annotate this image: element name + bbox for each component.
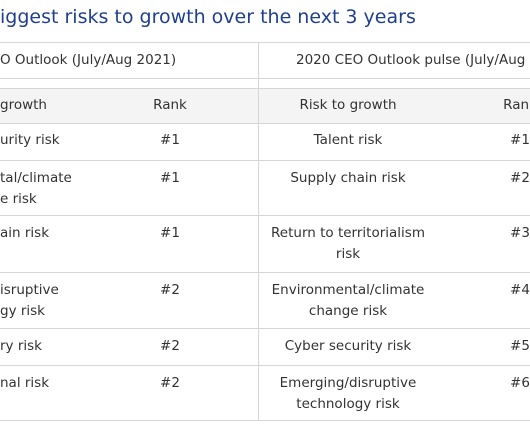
cell: Talent risk [313, 132, 383, 148]
cell: #2 [160, 338, 180, 354]
row-rule [0, 365, 530, 366]
rule [0, 42, 530, 43]
cell: #2 [510, 170, 530, 186]
title: iggest risks to growth over the next 3 y… [0, 6, 416, 28]
group-header: O Outlook (July/Aug 2021) [0, 52, 177, 68]
cell: Supply chain risk [290, 170, 406, 186]
rule [0, 78, 530, 79]
cell: #5 [510, 338, 530, 354]
cell: #6 [510, 375, 530, 391]
column-header: Rank [503, 97, 530, 113]
divider [258, 42, 259, 420]
cell: #4 [510, 282, 530, 298]
cell: #1 [160, 170, 180, 186]
cell: #2 [160, 375, 180, 391]
column-header: Rank [153, 97, 187, 113]
cell: Cyber security risk [284, 338, 412, 354]
group-header: 2020 CEO Outlook pulse (July/Aug 2021) [296, 52, 530, 68]
cell: Environmental/climate change risk [271, 282, 425, 319]
cell: #1 [510, 132, 530, 148]
cell: urity risk [0, 132, 60, 148]
cell: #2 [160, 282, 180, 298]
column-header-row [0, 88, 530, 124]
cell: #3 [510, 225, 530, 241]
row-rule [0, 215, 530, 216]
cell: nal risk [0, 375, 50, 391]
cell: Emerging/disruptive technology risk [279, 375, 417, 412]
cell: isruptive gy risk [0, 282, 59, 319]
column-header: Risk to growth [299, 97, 397, 113]
row-rule [0, 328, 530, 329]
cell: tal/climate e risk [0, 170, 72, 207]
row-rule [0, 272, 530, 273]
cell: ain risk [0, 225, 50, 241]
cell: #1 [160, 132, 180, 148]
cell: #1 [160, 225, 180, 241]
row-rule [0, 160, 530, 161]
row-rule [0, 420, 530, 421]
cell: ry risk [0, 338, 42, 354]
column-header: growth [0, 97, 47, 113]
cell: Return to territorialism risk [271, 225, 425, 262]
